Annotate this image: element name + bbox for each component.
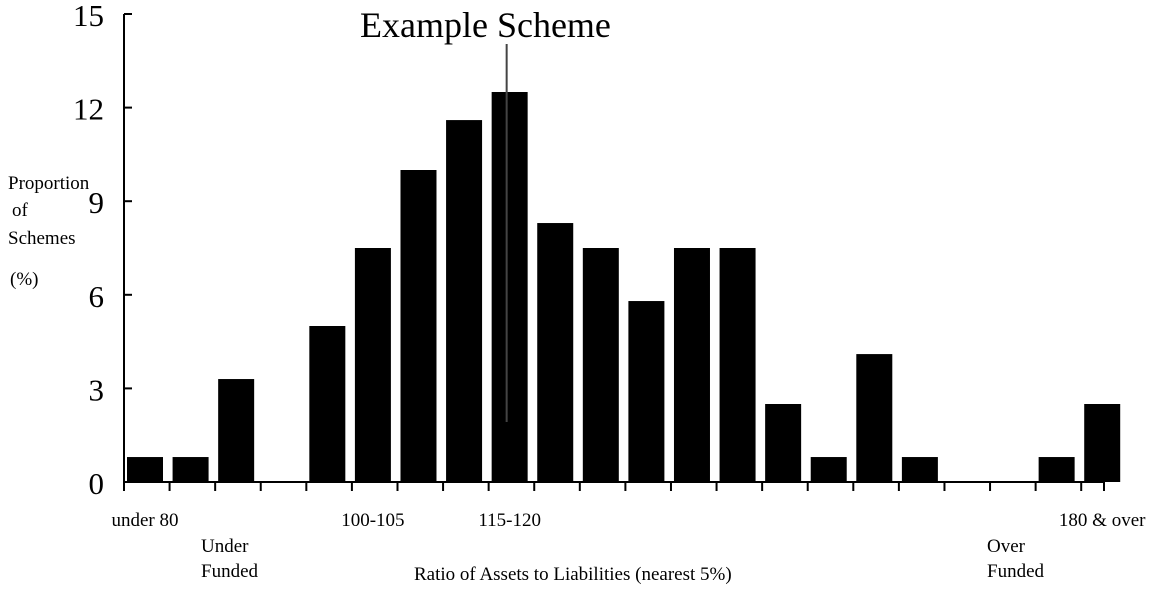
- bar: [582, 248, 619, 482]
- bar: [719, 248, 756, 482]
- under-funded-label-line-2: Funded: [201, 561, 258, 582]
- bars: [127, 92, 1121, 483]
- bar: [810, 457, 847, 482]
- bar: [673, 248, 710, 482]
- bar: [309, 326, 346, 482]
- bar: [628, 301, 665, 482]
- y-axis-label-line-2: of: [12, 200, 28, 221]
- bar: [901, 457, 938, 482]
- chart-title: Example Scheme: [360, 5, 611, 45]
- x-tick-label: 180 & over: [1059, 510, 1146, 531]
- bar: [400, 170, 437, 482]
- y-axis: 0 3 6 9 12 15: [73, 0, 132, 501]
- y-tick-label: 12: [73, 92, 104, 127]
- bar: [354, 248, 391, 482]
- over-funded-label-line-2: Funded: [987, 561, 1044, 582]
- bar: [491, 92, 528, 482]
- y-tick-label: 15: [73, 0, 104, 33]
- bar: [765, 404, 802, 482]
- over-funded-label-line-1: Over: [987, 536, 1025, 557]
- x-axis-label: Ratio of Assets to Liabilities (nearest …: [414, 564, 732, 585]
- y-tick-label: 0: [89, 466, 105, 501]
- bar: [537, 223, 574, 483]
- bar: [856, 354, 893, 482]
- y-axis-label-line-3: Schemes: [8, 228, 76, 249]
- bar: [218, 379, 255, 482]
- x-tick-label: 115-120: [478, 510, 541, 531]
- under-funded-label-line-1: Under: [201, 536, 249, 557]
- x-axis: under 80 100-105 115-120 180 & over: [111, 481, 1146, 531]
- bar: [1038, 457, 1075, 482]
- bar: [172, 457, 209, 482]
- y-tick-label: 3: [89, 372, 105, 407]
- bar: [1084, 404, 1121, 482]
- bar: [446, 120, 483, 482]
- x-tick-label: 100-105: [341, 510, 404, 531]
- y-axis-label-line-4: (%): [10, 269, 39, 290]
- y-axis-label-line-1: Proportion: [8, 173, 90, 194]
- y-tick-label: 9: [89, 185, 105, 220]
- x-tick-label: under 80: [111, 510, 178, 531]
- y-tick-label: 6: [89, 279, 105, 314]
- bar: [127, 457, 163, 482]
